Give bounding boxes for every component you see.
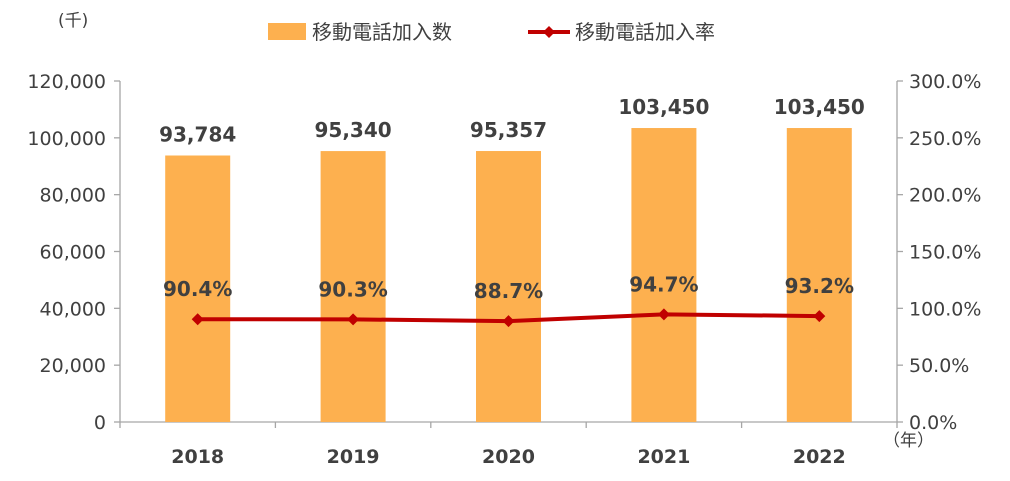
rate-data-label: 93.2%: [785, 274, 854, 298]
x-tick-label: 2019: [327, 446, 380, 468]
bars: 93,784 95,340 95,357 103,450 103,450: [159, 95, 865, 422]
rate-point: [191, 313, 204, 326]
x-tick-label: 2022: [793, 446, 846, 468]
x-tick-label: 2018: [171, 446, 224, 468]
rate-point: [502, 315, 515, 328]
bar: [165, 155, 231, 422]
bar-data-label: 103,450: [774, 95, 865, 119]
bar: [631, 128, 697, 422]
y-left-tick-label: 60,000: [40, 242, 106, 264]
x-tick-label: 2021: [637, 446, 690, 468]
legend-line-marker: [543, 26, 555, 38]
y-right-tick-label: 0.0%: [909, 412, 957, 434]
rate-data-label: 90.3%: [318, 277, 387, 301]
y-right-tick-label: 150.0%: [909, 242, 981, 264]
y-left-unit: (千): [58, 11, 88, 31]
rate-point: [347, 313, 360, 326]
legend-bar-swatch: [268, 23, 306, 40]
bar: [786, 128, 852, 422]
line-series: 90.4% 90.3% 88.7% 94.7% 93.2%: [163, 272, 854, 328]
rate-point: [813, 310, 826, 323]
bar-data-label: 95,357: [470, 118, 547, 142]
bar-data-label: 95,340: [315, 118, 392, 142]
bar-data-label: 103,450: [618, 95, 709, 119]
x-tick-label: 2020: [482, 446, 535, 468]
y-right-tick-label: 100.0%: [909, 298, 981, 320]
bar: [476, 151, 541, 422]
bar-data-label: 93,784: [159, 122, 236, 146]
y-left-tick-label: 100,000: [27, 128, 106, 150]
bar: [320, 151, 386, 422]
y-left-tick-label: 40,000: [40, 298, 106, 320]
rate-point: [657, 308, 670, 321]
legend: 移動電話加入数 移動電話加入率: [268, 20, 715, 44]
legend-line-label: 移動電話加入率: [575, 20, 715, 44]
x-unit: （年）: [883, 431, 934, 451]
y-left-tick-label: 20,000: [40, 355, 106, 377]
y-right-tick-label: 50.0%: [909, 355, 969, 377]
y-right-tick-label: 250.0%: [909, 128, 981, 150]
y-right-tick-label: 200.0%: [909, 185, 981, 207]
y-left-tick-label: 80,000: [40, 185, 106, 207]
y-left-tick-label: 120,000: [27, 71, 106, 93]
rate-data-label: 94.7%: [629, 272, 698, 296]
y-right-tick-label: 300.0%: [909, 71, 981, 93]
legend-bar-label: 移動電話加入数: [312, 20, 452, 44]
tick-labels: 0 0.0% 20,000 50.0% 40,000 100.0% 60,000 150.0%…: [27, 71, 981, 468]
rate-data-label: 90.4%: [163, 277, 232, 301]
y-left-tick-label: 0: [94, 412, 106, 434]
rate-data-label: 88.7%: [474, 279, 543, 303]
